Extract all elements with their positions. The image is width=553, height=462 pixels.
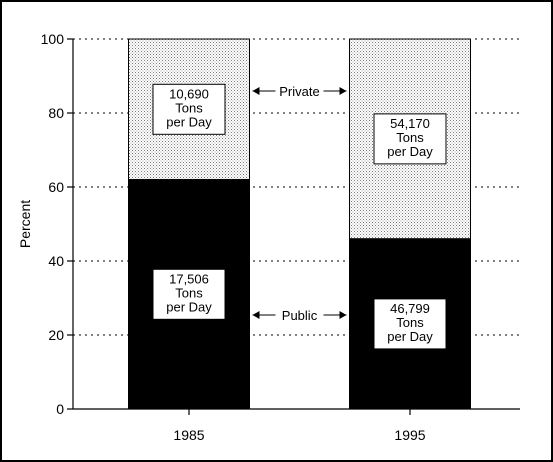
y-tick-label-80: 80 [48,105,64,121]
tick-labels: 0 20 40 60 80 100 1985 1995 [41,31,426,443]
arrow-text-private: Private [279,84,319,99]
arrow-label-public: Public [252,308,347,323]
x-tick-label-1985: 1985 [173,427,204,443]
arrow-left-head-private [252,87,260,95]
x-tick-label-1995: 1995 [394,427,425,443]
annotation-public-1995-frame [373,298,447,350]
annotation-public-1985-line2: Tons [175,285,203,300]
annotation-private-1995-frame [373,113,447,165]
annotation-private-1995-line2: Tons [396,130,424,145]
annotation-private-1985-line3: per Day [166,114,212,129]
annotation-public-1985-line3: per Day [166,299,212,314]
axes [72,39,520,410]
arrow-right-head-public [339,311,347,319]
y-tick-label-60: 60 [48,179,64,195]
annotation-private-1995-line3: per Day [387,144,433,159]
annotation-private-1985-frame [152,83,226,135]
arrow-label-private: Private [252,84,347,99]
annotation-private-1995-line1: 54,170 [390,116,430,131]
annotation-public-1985-line1: 17,506 [169,271,209,286]
y-tick-label-20: 20 [48,327,64,343]
arrow-text-public: Public [282,308,318,323]
bar-public-1995 [349,238,471,410]
y-tick-label-40: 40 [48,253,64,269]
series-arrows: Private Public [252,84,347,323]
y-axis-title: Percent [17,200,33,248]
annotation-private-1985-line2: Tons [175,100,203,115]
annotation-public-1985-frame [152,268,226,320]
y-tick-label-0: 0 [56,401,64,417]
arrow-left-head-public [252,311,260,319]
annotation-public-1995-line1: 46,799 [390,301,430,316]
arrow-right-head-private [339,87,347,95]
annotation-public-1995-line2: Tons [396,315,424,330]
annotation-public-1995-line3: per Day [387,329,433,344]
annotation-private-1985-line1: 10,690 [169,86,209,101]
y-tick-label-100: 100 [41,31,65,47]
